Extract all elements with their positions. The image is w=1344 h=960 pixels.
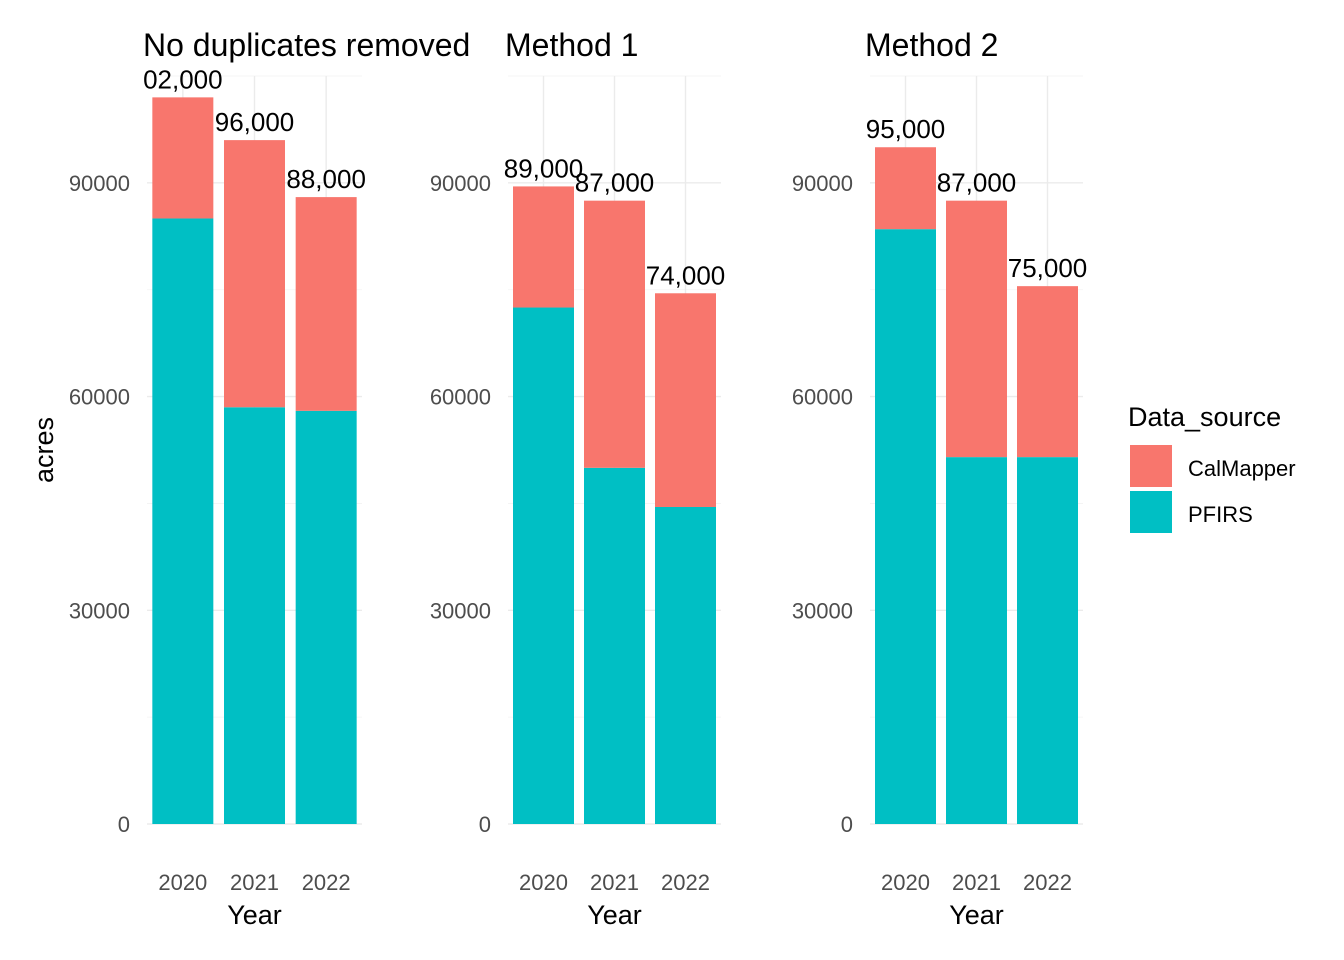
bar-pfirs-2020	[513, 307, 574, 824]
legend-label-calmapper: CalMapper	[1188, 456, 1296, 481]
panel-title: Method 1	[505, 27, 638, 63]
bar-calmapper-2021	[224, 140, 285, 408]
panel-method-2: 95,000 87,000 75,000 0 30000 60000 90000 2020 20…	[792, 27, 1087, 930]
bar-calmapper-2022	[655, 293, 716, 507]
bar-pfirs-2020	[875, 229, 936, 824]
y-tick-label: 90000	[69, 171, 130, 196]
bar-pfirs-2022	[1017, 457, 1078, 824]
bar-pfirs-2020	[152, 218, 214, 824]
data-label-2020: 95,000	[866, 114, 946, 144]
bar-pfirs-2021	[224, 407, 285, 824]
x-tick-label-2022: 2022	[1023, 870, 1072, 895]
panel-title: No duplicates removed	[143, 27, 470, 63]
bar-calmapper-2021	[584, 200, 645, 468]
bar-pfirs-2022	[655, 506, 716, 824]
x-tick-label-2022: 2022	[661, 870, 710, 895]
bar-calmapper-2021	[946, 200, 1007, 458]
data-label-2020: 89,000	[504, 153, 584, 183]
data-label-2022: 88,000	[286, 164, 366, 194]
panel-no-duplicates-removed: 02,000 96,000 88,000 0 30000 60000 90000 2020 20…	[29, 27, 470, 930]
legend-title: Data_source	[1128, 402, 1281, 432]
x-tick-label-2022: 2022	[302, 870, 351, 895]
panel-title: Method 2	[865, 27, 998, 63]
x-tick-label-2021: 2021	[952, 870, 1001, 895]
legend-label-pfirs: PFIRS	[1188, 502, 1253, 527]
bar-calmapper-2020	[513, 186, 574, 308]
y-tick-label: 90000	[792, 171, 853, 196]
bar-calmapper-2022	[1017, 286, 1078, 458]
x-tick-label-2020: 2020	[519, 870, 568, 895]
y-tick-label: 60000	[430, 385, 491, 410]
x-tick-label-2021: 2021	[230, 870, 279, 895]
bar-pfirs-2022	[295, 410, 357, 824]
bar-pfirs-2021	[584, 467, 645, 824]
legend-key-pfirs	[1130, 491, 1172, 533]
y-tick-label: 30000	[69, 598, 130, 623]
y-tick-label: 0	[479, 812, 491, 837]
x-tick-label-2020: 2020	[158, 870, 207, 895]
x-axis-title: Year	[949, 900, 1004, 930]
y-tick-label: 60000	[69, 385, 130, 410]
bar-calmapper-2020	[875, 147, 936, 230]
data-label-2020: 02,000	[143, 64, 223, 94]
data-label-2021: 96,000	[215, 107, 295, 137]
y-tick-label: 60000	[792, 385, 853, 410]
x-tick-label-2021: 2021	[590, 870, 639, 895]
x-axis-title: Year	[587, 900, 642, 930]
x-axis-title: Year	[227, 900, 282, 930]
data-label-2022: 74,000	[646, 260, 726, 290]
data-label-2022: 75,000	[1008, 253, 1088, 283]
y-axis-title: acres	[29, 417, 59, 483]
y-tick-label: 0	[118, 812, 130, 837]
legend-key-calmapper	[1130, 445, 1172, 487]
y-tick-label: 0	[841, 812, 853, 837]
bar-calmapper-2022	[295, 197, 357, 411]
data-label-2021: 87,000	[575, 168, 655, 198]
y-tick-label: 30000	[430, 598, 491, 623]
legend: Data_source CalMapper PFIRS	[1128, 402, 1296, 533]
data-label-2021: 87,000	[937, 168, 1017, 198]
y-tick-label: 30000	[792, 598, 853, 623]
y-tick-label: 90000	[430, 171, 491, 196]
bar-pfirs-2021	[946, 457, 1007, 824]
x-tick-label-2020: 2020	[881, 870, 930, 895]
bar-calmapper-2020	[152, 97, 214, 219]
